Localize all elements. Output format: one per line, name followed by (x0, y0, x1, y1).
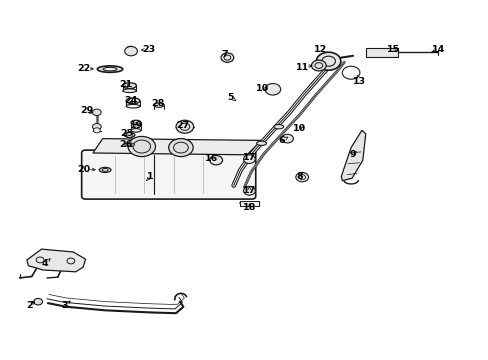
Text: 4: 4 (41, 259, 48, 268)
Text: 9: 9 (349, 150, 356, 159)
Text: 20: 20 (78, 165, 90, 174)
Circle shape (209, 156, 222, 165)
Polygon shape (27, 249, 85, 272)
Text: 18: 18 (242, 202, 256, 212)
Polygon shape (93, 139, 261, 155)
Circle shape (124, 46, 137, 56)
Circle shape (92, 109, 101, 116)
Ellipse shape (97, 66, 122, 72)
Text: 7: 7 (221, 50, 228, 59)
Ellipse shape (256, 141, 266, 145)
Circle shape (93, 128, 100, 133)
Text: 22: 22 (77, 64, 91, 73)
Text: 11: 11 (295, 63, 308, 72)
Polygon shape (239, 201, 259, 206)
Text: 19: 19 (130, 121, 143, 130)
Text: 17: 17 (242, 153, 256, 162)
Circle shape (128, 136, 155, 157)
Circle shape (168, 139, 193, 157)
FancyBboxPatch shape (365, 48, 397, 57)
Circle shape (92, 123, 101, 130)
Ellipse shape (126, 104, 140, 108)
Circle shape (243, 155, 255, 163)
Text: 1: 1 (147, 172, 154, 181)
Text: 26: 26 (119, 140, 133, 149)
Circle shape (316, 52, 340, 70)
Text: 6: 6 (278, 136, 285, 145)
Circle shape (34, 298, 42, 305)
Text: 10: 10 (292, 125, 305, 134)
Text: 29: 29 (80, 107, 94, 116)
Ellipse shape (122, 89, 136, 93)
Text: 28: 28 (150, 99, 164, 108)
FancyBboxPatch shape (81, 150, 255, 199)
Text: 17: 17 (242, 186, 256, 195)
Text: 5: 5 (227, 93, 234, 102)
Ellipse shape (131, 120, 141, 125)
Circle shape (243, 186, 255, 195)
Ellipse shape (126, 98, 140, 104)
Circle shape (221, 53, 233, 62)
Ellipse shape (103, 67, 117, 71)
Text: 10: 10 (255, 84, 268, 93)
Text: 24: 24 (124, 96, 138, 105)
Ellipse shape (273, 125, 283, 129)
Circle shape (295, 172, 308, 182)
Circle shape (281, 134, 293, 143)
Ellipse shape (99, 167, 111, 172)
Circle shape (264, 84, 280, 95)
Text: 16: 16 (204, 154, 218, 163)
Text: 13: 13 (352, 77, 365, 86)
Ellipse shape (124, 132, 135, 138)
Text: 25: 25 (121, 130, 133, 139)
Polygon shape (341, 130, 365, 181)
Text: 2: 2 (26, 301, 33, 310)
Ellipse shape (122, 83, 136, 89)
Text: 27: 27 (176, 121, 190, 130)
Ellipse shape (124, 143, 134, 147)
Text: 23: 23 (142, 45, 155, 54)
Ellipse shape (131, 129, 141, 132)
Text: 12: 12 (313, 45, 327, 54)
Text: 15: 15 (386, 45, 399, 54)
Text: 21: 21 (119, 80, 133, 89)
Text: 14: 14 (430, 45, 444, 54)
Ellipse shape (153, 103, 164, 107)
Text: 3: 3 (61, 301, 68, 310)
Text: 8: 8 (295, 172, 302, 181)
Circle shape (311, 60, 325, 71)
Circle shape (176, 120, 193, 133)
